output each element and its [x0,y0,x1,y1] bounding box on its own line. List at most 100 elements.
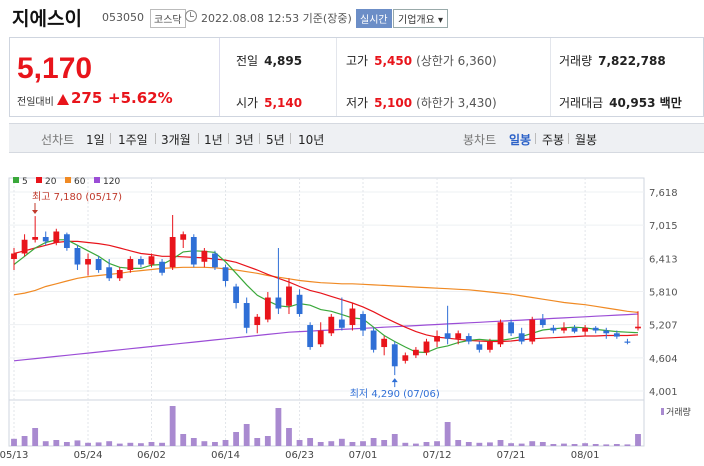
candle-body [275,297,282,309]
volume-bar [529,441,536,446]
candle-body [307,325,314,348]
tab-3month[interactable]: 3개월 [161,133,191,147]
candle-body [613,333,620,337]
candle-body [95,259,102,271]
volume-bar [286,428,292,446]
candle-body [508,322,514,334]
volume-bar [571,444,578,446]
tab-candle-chart[interactable]: 봉차트 [463,133,497,147]
divider [155,133,156,144]
candle-body [444,333,451,339]
x-tick-label: 06/02 [137,450,166,461]
candle-body [423,341,430,353]
x-tick-label: 05/13 [0,450,28,461]
divider [535,133,536,144]
legend-label: 120 [103,177,120,187]
stat-open: 시가 5,140 [236,96,303,110]
tab-1day[interactable]: 1일 [86,133,105,147]
volume-bar [296,440,303,446]
tab-weekly[interactable]: 주봉 [542,133,565,147]
low-arrow-head [391,378,398,383]
divider [259,133,260,144]
candle-body [42,237,49,242]
volume-bar [63,442,70,446]
candle-body [296,294,303,315]
candle-body [148,256,155,265]
candle-body [222,267,229,282]
candle-body [11,253,17,260]
volume-bar [21,436,28,446]
x-tick-label: 07/21 [497,450,526,461]
quote-datetime: 2022.08.08 12:53 기준(장중) [201,12,352,25]
legend-label: 5 [22,177,28,187]
ma120-line [13,313,639,362]
candle-body [127,259,134,271]
legend-label: 60 [74,177,86,187]
candle-body [32,237,39,240]
volume-bar [592,444,599,446]
candle-body [370,330,377,350]
volume-bar [360,441,366,446]
volume-bar [138,443,144,446]
volume-bar [190,438,197,446]
volume-bar [391,434,398,446]
volume-bar [423,442,430,446]
candle-body [63,234,70,249]
x-tick-label: 06/14 [211,450,240,461]
realtime-button[interactable]: 실시간 [356,9,392,28]
volume-bar [85,442,91,446]
candle-body [286,286,292,306]
tab-monthly[interactable]: 월봉 [575,133,598,147]
volume-bar [222,440,229,446]
candle-body [85,259,91,265]
volume-legend-label: 거래량 [666,406,691,418]
volume-bar [624,444,631,446]
candle-body [571,327,578,332]
current-price: 5,170 [17,52,93,85]
change-value: 275 [71,89,103,107]
volume-bar [32,428,39,446]
stat-low: 저가 5,100 (하한가 3,430) [346,96,497,110]
candle-body [201,250,208,262]
stat-prev-close: 전일 4,895 [236,54,303,68]
tab-line-chart[interactable]: 선차트 [41,133,75,147]
candle-body [106,267,113,279]
volume-bar [444,422,451,446]
change-label: 전일대비 [17,97,54,108]
volume-bar [603,444,610,446]
volume-bar [11,438,17,446]
volume-bar [582,443,589,446]
volume-bar [169,406,176,446]
volume-bar [402,442,409,446]
volume-bar [275,408,282,446]
stock-header: 지에스이 053050 코스닥 2022.08.08 12:53 기준(장중) … [0,0,704,36]
x-tick-label: 05/24 [74,450,103,461]
volume-bar [116,443,123,446]
candle-body [561,327,567,331]
tab-daily[interactable]: 일봉 [509,133,532,147]
x-tick-label: 06/23 [285,450,314,461]
tab-1week[interactable]: 1주일 [118,133,148,147]
volume-bar [328,441,335,446]
volume-bar [148,442,155,446]
tab-3year[interactable]: 3년 [235,133,254,147]
volume-legend-swatch [661,408,664,415]
tab-1year[interactable]: 1년 [204,133,223,147]
ma5-line [13,239,639,354]
volume-bar [243,424,250,446]
tab-10year[interactable]: 10년 [298,133,325,147]
tab-5year[interactable]: 5년 [266,133,285,147]
divider [290,133,291,144]
x-tick-label: 07/01 [349,450,378,461]
high-annotation: 최고 7,180 (05/17) [32,191,122,203]
candle-body [328,316,335,334]
volume-bar [338,438,345,446]
chart-frame [8,177,645,447]
volume-bar [539,442,546,446]
volume-bar [497,440,504,446]
candle-body [243,303,250,328]
company-overview-dropdown[interactable]: 기업개요 ▾ [393,9,448,28]
candle-body [360,314,366,331]
candle-body [434,336,440,342]
